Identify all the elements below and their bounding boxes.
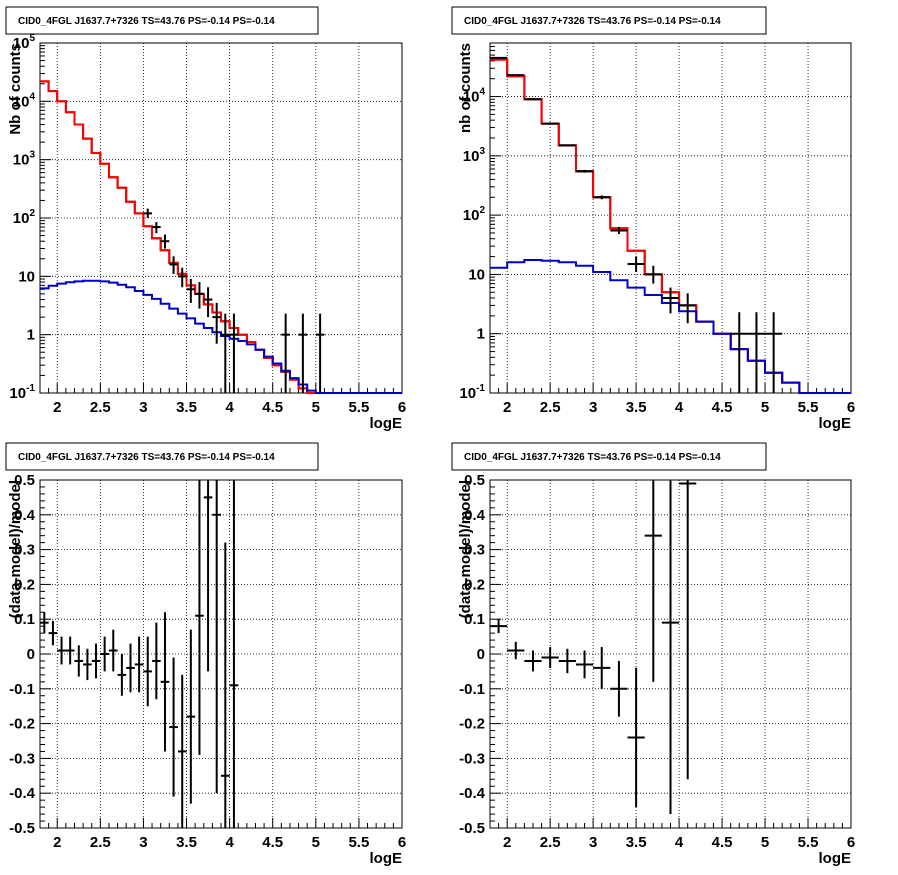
x-tick-label: 6 — [398, 834, 406, 851]
title-box — [5, 6, 319, 35]
histogram-series-2 — [40, 279, 402, 394]
chart-title: CID0_4FGL J1637.7+7326 TS=43.76 PS=-0.14… — [18, 16, 275, 27]
x-axis-label: logE — [370, 415, 403, 432]
residual-plot-right: CID0_4FGL J1637.7+7326 TS=43.76 PS=-0.14… — [451, 442, 855, 867]
x-tick-label: 4.5 — [262, 399, 283, 416]
y-axis-label: (data-model)/model — [457, 480, 474, 618]
x-axis-label: logE — [370, 850, 403, 867]
y-tick-label: 104 — [13, 91, 36, 110]
y-tick-label: 0.1 — [14, 611, 35, 628]
y-tick-label: 0.2 — [464, 576, 485, 593]
x-tick-label: 3.5 — [176, 834, 197, 851]
x-tick-label: 3 — [139, 834, 147, 851]
y-tick-label: -0.5 — [9, 820, 35, 837]
y-tick-label: -0.4 — [9, 785, 36, 802]
y-tick-label: 1 — [477, 326, 485, 343]
x-tick-label: 3 — [139, 399, 147, 416]
y-tick-label: 0.5 — [14, 472, 35, 489]
x-tick-label: 2.5 — [90, 834, 111, 851]
y-tick-label: 105 — [13, 33, 36, 52]
x-tick-label: 3 — [589, 399, 597, 416]
y-tick-label: 0.1 — [464, 611, 485, 628]
x-tick-label: 4.5 — [262, 834, 283, 851]
x-tick-label: 3 — [589, 834, 597, 851]
x-tick-label: 6 — [847, 834, 855, 851]
y-tick-label: -0.4 — [459, 785, 486, 802]
x-tick-label: 5.5 — [798, 399, 819, 416]
x-tick-label: 5 — [761, 834, 769, 851]
y-tick-label: 0 — [27, 646, 35, 663]
x-tick-label: 4 — [225, 834, 234, 851]
y-tick-label: 1 — [27, 327, 35, 344]
x-tick-label: 2.5 — [90, 399, 111, 416]
x-tick-label: 2 — [53, 399, 61, 416]
chart-title: CID0_4FGL J1637.7+7326 TS=43.76 PS=-0.14… — [18, 452, 275, 463]
y-axis-label: (data-model)/model — [7, 480, 24, 618]
x-tick-label: 5.5 — [348, 834, 369, 851]
y-tick-label: -0.5 — [459, 820, 485, 837]
title-box — [451, 6, 767, 35]
y-tick-label: -0.3 — [459, 750, 485, 767]
y-axis-label: nb of counts — [457, 43, 474, 133]
y-tick-label: 103 — [463, 146, 486, 165]
x-tick-label: 5.5 — [348, 399, 369, 416]
x-tick-label: 4 — [225, 399, 234, 416]
x-tick-label: 3.5 — [626, 399, 647, 416]
y-tick-label: 0.4 — [464, 507, 486, 524]
x-tick-label: 2 — [503, 834, 511, 851]
residual-plot-left: CID0_4FGL J1637.7+7326 TS=43.76 PS=-0.14… — [5, 442, 406, 867]
title-box — [5, 442, 319, 471]
x-axis-label: logE — [819, 850, 852, 867]
y-tick-label: 0.5 — [464, 472, 485, 489]
y-tick-label: -0.1 — [9, 681, 35, 698]
x-tick-label: 4.5 — [712, 834, 733, 851]
x-tick-label: 6 — [847, 399, 855, 416]
x-tick-label: 5.5 — [798, 834, 819, 851]
x-tick-label: 4.5 — [712, 399, 733, 416]
x-tick-label: 5 — [312, 399, 320, 416]
y-tick-label: 10 — [468, 266, 485, 283]
y-tick-label: 10-1 — [9, 383, 35, 402]
y-tick-label: -0.3 — [9, 750, 35, 767]
y-tick-label: 10-1 — [459, 383, 485, 402]
x-tick-label: 2 — [53, 834, 61, 851]
y-tick-label: 102 — [13, 208, 36, 227]
x-tick-label: 4 — [675, 399, 684, 416]
y-tick-label: 0.2 — [14, 576, 35, 593]
y-tick-label: 0 — [477, 646, 485, 663]
x-tick-label: 4 — [675, 834, 684, 851]
spectrum-plot-left: CID0_4FGL J1637.7+7326 TS=43.76 PS=-0.14… — [5, 6, 406, 432]
y-tick-label: -0.2 — [9, 716, 35, 733]
x-axis-label: logE — [819, 415, 852, 432]
x-tick-label: 2.5 — [540, 834, 561, 851]
title-box — [451, 442, 767, 471]
x-tick-label: 2 — [503, 399, 511, 416]
y-tick-label: 102 — [463, 205, 486, 224]
y-tick-label: 10 — [18, 268, 35, 285]
chart-title: CID0_4FGL J1637.7+7326 TS=43.76 PS=-0.14… — [464, 452, 721, 463]
y-axis-label: Nb of counts — [7, 43, 24, 135]
y-tick-label: -0.1 — [459, 681, 485, 698]
y-tick-label: -0.2 — [459, 716, 485, 733]
x-tick-label: 6 — [398, 399, 406, 416]
chart-title: CID0_4FGL J1637.7+7326 TS=43.76 PS=-0.14… — [464, 16, 721, 27]
x-tick-label: 5 — [312, 834, 320, 851]
x-tick-label: 5 — [761, 399, 769, 416]
y-tick-label: 103 — [13, 150, 36, 169]
y-tick-label: 0.4 — [14, 507, 36, 524]
x-tick-label: 2.5 — [540, 399, 561, 416]
y-tick-label: 0.3 — [464, 542, 485, 559]
y-tick-label: 0.3 — [14, 542, 35, 559]
x-tick-label: 3.5 — [626, 834, 647, 851]
x-tick-label: 3.5 — [176, 399, 197, 416]
spectrum-plot-right: CID0_4FGL J1637.7+7326 TS=43.76 PS=-0.14… — [451, 6, 855, 432]
y-tick-label: 104 — [463, 87, 486, 106]
